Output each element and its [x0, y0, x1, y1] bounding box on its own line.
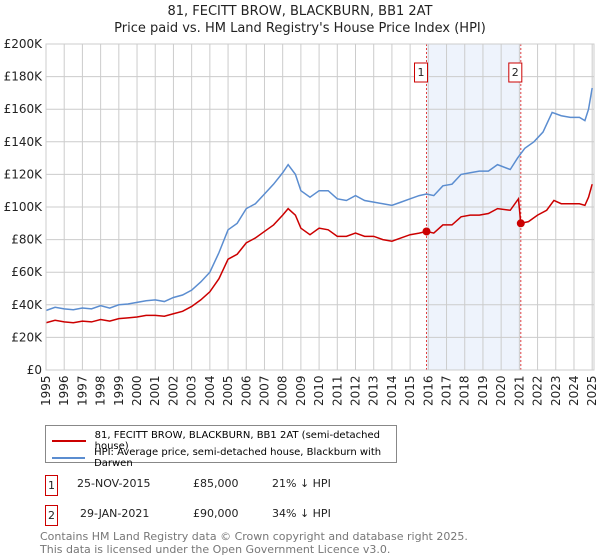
- footer-line: Contains HM Land Registry data © Crown c…: [40, 530, 468, 543]
- x-tick-label: 2014: [385, 375, 399, 406]
- x-tick-label: 1995: [39, 375, 53, 406]
- marker-label: 1: [418, 66, 425, 79]
- plot-border: [45, 43, 595, 371]
- y-tick-label: £100K: [4, 200, 44, 214]
- x-tick-label: 2020: [494, 375, 508, 406]
- transaction-number: 2: [45, 505, 58, 526]
- y-tick-label: £80K: [11, 233, 43, 247]
- x-tick-label: 1996: [57, 375, 71, 406]
- marker-label: 2: [512, 66, 519, 79]
- chart-plot: £0 £20K £40K £60K £80K £100K £120K £140K £160K £1…: [4, 37, 600, 406]
- hpi-line: [45, 87, 593, 312]
- x-tick-label: 2013: [367, 375, 381, 406]
- y-tick-label: £180K: [4, 70, 44, 84]
- x-tick-label: 1997: [75, 375, 89, 406]
- x-tick-label: 2006: [239, 375, 253, 406]
- y-tick-label: £40K: [11, 298, 43, 312]
- sale-point: [516, 219, 525, 228]
- x-tick-label: 2001: [148, 375, 162, 406]
- x-tick-label: 2015: [403, 375, 417, 406]
- transaction-date: 25-NOV-2015: [77, 477, 151, 490]
- chart-subtitle: Price paid vs. HM Land Registry's House …: [114, 21, 486, 36]
- transaction-diff: 21% ↓ HPI: [272, 477, 331, 490]
- footer-line: This data is licensed under the Open Gov…: [40, 543, 391, 556]
- x-tick-label: 2022: [531, 375, 545, 406]
- legend-label: 81, FECITT BROW, BLACKBURN, BB1 2AT (sem…: [94, 430, 380, 452]
- x-tick-label: 2019: [476, 375, 490, 406]
- y-tick-label: £60K: [11, 265, 43, 279]
- sale-point: [422, 227, 431, 236]
- marker-box: [414, 62, 429, 83]
- x-tick-label: 2017: [440, 375, 454, 406]
- x-tick-label: 2016: [421, 375, 435, 406]
- legend-swatch-blue: [52, 457, 86, 459]
- x-tick-label: 2011: [330, 375, 344, 406]
- x-tick-label: 2003: [185, 375, 199, 406]
- x-tick-label: 2024: [567, 375, 581, 406]
- footer: Contains HM Land Registry data © Crown c…: [40, 530, 468, 556]
- marker-box: [508, 62, 523, 83]
- y-tick-label: £140K: [4, 135, 44, 149]
- x-tick-label: 1998: [94, 375, 108, 406]
- legend: 81, FECITT BROW, BLACKBURN, BB1 2AT (sem…: [45, 425, 397, 469]
- x-tick-label: 2012: [349, 375, 363, 406]
- x-tick-label: 2009: [294, 375, 308, 406]
- y-tick-label: £0: [27, 363, 42, 377]
- legend-label: HPI: Average price, semi-detached house,…: [94, 447, 382, 469]
- y-tick-label: £200K: [4, 37, 44, 51]
- x-tick-label: 1999: [112, 375, 126, 406]
- x-tick-label: 2025: [585, 375, 599, 406]
- price-paid-line: [45, 183, 593, 324]
- transaction-price: £90,000: [193, 507, 239, 520]
- legend-item-hpi: HPI: Average price, semi-detached house,…: [52, 447, 396, 469]
- transaction-price: £85,000: [193, 477, 239, 490]
- transaction-number: 1: [45, 475, 58, 496]
- legend-item-property: 81, FECITT BROW, BLACKBURN, BB1 2AT (sem…: [52, 430, 396, 452]
- transaction-diff: 34% ↓ HPI: [272, 507, 331, 520]
- x-tick-label: 2010: [312, 375, 326, 406]
- x-tick-label: 2000: [130, 375, 144, 406]
- y-tick-label: £160K: [4, 102, 44, 116]
- y-tick-label: £20K: [11, 330, 43, 344]
- x-tick-label: 2007: [257, 375, 271, 406]
- x-tick-label: 2002: [166, 375, 180, 406]
- x-tick-label: 2008: [276, 375, 290, 406]
- y-tick-label: £120K: [4, 167, 44, 181]
- legend-swatch-red: [52, 440, 86, 442]
- x-tick-label: 2021: [512, 375, 526, 406]
- x-tick-label: 2018: [458, 375, 472, 406]
- x-tick-label: 2004: [203, 375, 217, 406]
- chart-title: 81, FECITT BROW, BLACKBURN, BB1 2AT: [167, 4, 433, 19]
- x-tick-label: 2023: [549, 375, 563, 406]
- transaction-date: 29-JAN-2021: [80, 507, 150, 520]
- x-tick-label: 2005: [221, 375, 235, 406]
